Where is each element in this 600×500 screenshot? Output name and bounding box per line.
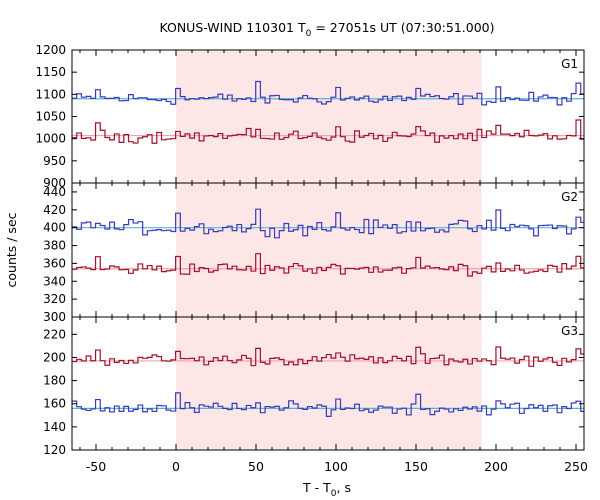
y-tick-label: 1150: [35, 65, 66, 79]
y-tick-label: 400: [43, 221, 66, 235]
y-tick-label: 320: [43, 292, 66, 306]
y-tick-label: 1050: [35, 110, 66, 124]
y-tick-label: 440: [43, 185, 66, 199]
y-tick-label: 160: [43, 397, 66, 411]
x-axis-label: T - T0, s: [302, 480, 351, 499]
panel-label: G1: [561, 57, 578, 71]
burst-interval-shade: [176, 50, 482, 183]
y-tick-label: 950: [43, 154, 66, 168]
y-tick-label: 1200: [35, 43, 66, 57]
y-tick-label: 900: [43, 176, 66, 190]
blue-lightcurve-g2: [72, 208, 584, 239]
red-lightcurve-g3: [72, 346, 584, 367]
blue-lightcurve-g1: [72, 80, 584, 106]
y-tick-label: 180: [43, 374, 66, 388]
panel-label: G2: [561, 190, 578, 204]
panel-g1: 900 950 1000 1050 1100 1150 1200 G1: [35, 43, 585, 190]
y-tick-label: 200: [43, 350, 66, 364]
y-tick-label: 420: [43, 203, 66, 217]
y-tick-label: 120: [43, 443, 66, 457]
y-tick-label: 220: [43, 327, 66, 341]
x-tick-label: -50: [86, 459, 106, 474]
x-tick-label: 100: [324, 459, 348, 474]
x-tick-label: 50: [248, 459, 264, 474]
y-axis-label: counts / sec: [4, 212, 19, 287]
chart-title: KONUS-WIND 110301 T0 = 27051s UT (07:30:…: [159, 20, 494, 39]
y-tick-label: 300: [43, 310, 66, 324]
y-tick-label: 340: [43, 274, 66, 288]
y-tick-label: 1100: [35, 87, 66, 101]
y-tick-label: 360: [43, 256, 66, 270]
x-tick-label: 150: [404, 459, 428, 474]
x-axis: -50 0 50 100 150 200 250: [86, 459, 588, 474]
y-tick-label: 380: [43, 239, 66, 253]
x-tick-label: 200: [484, 459, 508, 474]
panel-frame: [71, 316, 585, 451]
y-tick-label: 140: [43, 420, 66, 434]
burst-interval-shade: [176, 183, 482, 317]
x-tick-label: 250: [564, 459, 588, 474]
red-lightcurve-g1: [72, 119, 584, 144]
panels: 900 950 1000 1050 1100 1150 1200 G1 300 320 340 360…: [35, 43, 585, 457]
panel-g3: 120 140 160 180 200 220 G3: [43, 316, 585, 457]
panel-g2: 300 320 340 360 380 400 420 440 G2: [43, 182, 585, 324]
panel-label: G3: [561, 324, 578, 338]
blue-lightcurve-g3: [72, 392, 584, 417]
x-tick-label: 0: [172, 459, 180, 474]
red-lightcurve-g2: [72, 253, 584, 277]
burst-interval-shade: [176, 317, 482, 450]
y-tick-label: 1000: [35, 132, 66, 146]
